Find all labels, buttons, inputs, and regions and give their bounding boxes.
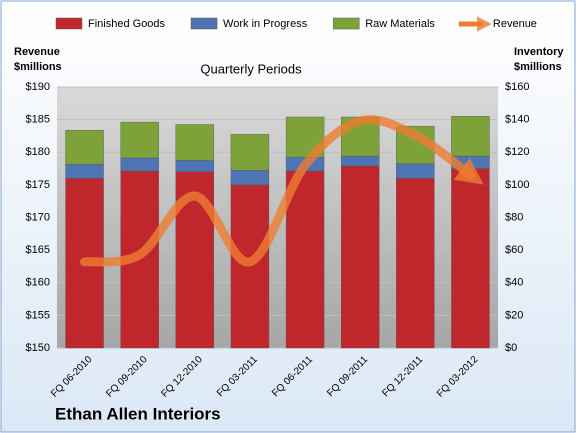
- bar: [451, 168, 490, 349]
- y2-tick-label: $100: [505, 179, 529, 191]
- legend-swatch: [190, 17, 218, 30]
- y2-tick-label: $0: [505, 342, 517, 354]
- y-tick-label: $175: [26, 179, 50, 191]
- y2-label: Inventory: [514, 46, 564, 58]
- y2-tick-label: $140: [505, 114, 529, 126]
- revenue-line: [80, 115, 484, 267]
- bar: [396, 163, 435, 179]
- y2-tick-label: $20: [505, 309, 523, 321]
- y-tick-label: $180: [26, 146, 50, 158]
- bar: [230, 169, 270, 186]
- bar: [340, 155, 380, 167]
- y-tick-label: $165: [26, 244, 50, 256]
- y2-label: $millions: [514, 61, 562, 73]
- bar: [340, 165, 380, 349]
- bar: [451, 116, 490, 157]
- footer: Ethan Allen Interiors: [55, 404, 221, 423]
- y2-tick-label: $60: [505, 244, 523, 256]
- y2-tick-label: $160: [505, 81, 529, 93]
- bar: [396, 178, 435, 349]
- chart-title: Quarterly Periods: [200, 61, 302, 76]
- y-label: Revenue: [14, 46, 60, 58]
- y-tick-label: $190: [26, 81, 50, 93]
- y2-tick-label: $40: [505, 277, 523, 289]
- bar: [65, 164, 104, 179]
- bar: [230, 134, 270, 171]
- y2-tick-label: $120: [505, 146, 529, 158]
- y-tick-label: $185: [26, 114, 50, 126]
- y2-tick-label: $80: [505, 211, 523, 223]
- legend-label: Finished Goods: [88, 18, 166, 30]
- legend-label: Raw Materials: [365, 18, 435, 30]
- legend-label: Work in Progress: [223, 18, 308, 30]
- bar: [175, 160, 215, 173]
- y-tick-label: $170: [26, 211, 50, 223]
- legend-swatch: [332, 17, 360, 30]
- legend-label: Revenue: [493, 18, 537, 30]
- bar: [120, 157, 159, 172]
- legend-swatch: [55, 17, 83, 30]
- bar: [65, 130, 104, 165]
- bar: [175, 124, 215, 161]
- y-tick-label: $160: [26, 277, 50, 289]
- y-tick-label: $150: [26, 342, 50, 354]
- y-tick-label: $155: [26, 309, 50, 321]
- y-label: $millions: [14, 61, 62, 73]
- bar: [120, 121, 159, 159]
